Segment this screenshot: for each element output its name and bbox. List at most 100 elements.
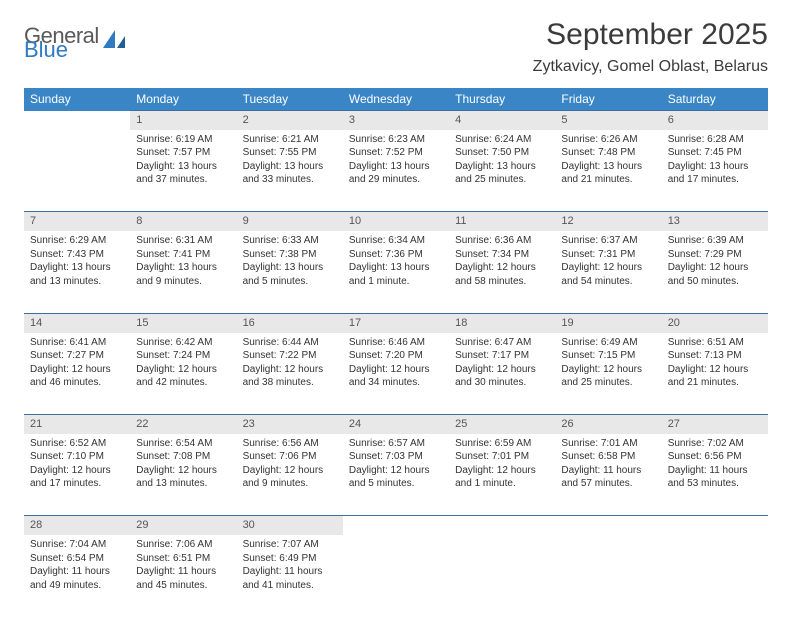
- sunset-text: Sunset: 7:01 PM: [455, 450, 549, 464]
- daylight-text: Daylight: 12 hours and 46 minutes.: [30, 363, 124, 390]
- sunrise-text: Sunrise: 6:49 AM: [561, 336, 655, 350]
- daylight-text: Daylight: 12 hours and 21 minutes.: [668, 363, 762, 390]
- day-cell: Sunrise: 6:34 AMSunset: 7:36 PMDaylight:…: [343, 231, 449, 313]
- day-number-cell: 28: [24, 516, 130, 535]
- day-body-row: Sunrise: 7:04 AMSunset: 6:54 PMDaylight:…: [24, 535, 768, 617]
- day-cell: Sunrise: 6:47 AMSunset: 7:17 PMDaylight:…: [449, 333, 555, 415]
- sunset-text: Sunset: 6:49 PM: [243, 552, 337, 566]
- sunrise-text: Sunrise: 6:29 AM: [30, 234, 124, 248]
- day-header-row: Sunday Monday Tuesday Wednesday Thursday…: [24, 88, 768, 111]
- sunrise-text: Sunrise: 6:36 AM: [455, 234, 549, 248]
- sunrise-text: Sunrise: 6:39 AM: [668, 234, 762, 248]
- day-cell: Sunrise: 6:28 AMSunset: 7:45 PMDaylight:…: [662, 130, 768, 212]
- sunset-text: Sunset: 7:10 PM: [30, 450, 124, 464]
- day-cell: Sunrise: 6:26 AMSunset: 7:48 PMDaylight:…: [555, 130, 661, 212]
- day-number-cell: 24: [343, 415, 449, 434]
- sunset-text: Sunset: 7:03 PM: [349, 450, 443, 464]
- day-header: Tuesday: [237, 88, 343, 111]
- day-header: Sunday: [24, 88, 130, 111]
- sunset-text: Sunset: 7:34 PM: [455, 248, 549, 262]
- daylight-text: Daylight: 13 hours and 21 minutes.: [561, 160, 655, 187]
- day-number-cell: 22: [130, 415, 236, 434]
- daylight-text: Daylight: 12 hours and 30 minutes.: [455, 363, 549, 390]
- daylight-text: Daylight: 11 hours and 57 minutes.: [561, 464, 655, 491]
- day-body-row: Sunrise: 6:41 AMSunset: 7:27 PMDaylight:…: [24, 333, 768, 415]
- day-body-row: Sunrise: 6:29 AMSunset: 7:43 PMDaylight:…: [24, 231, 768, 313]
- daylight-text: Daylight: 11 hours and 45 minutes.: [136, 565, 230, 592]
- sunset-text: Sunset: 7:57 PM: [136, 146, 230, 160]
- daylight-text: Daylight: 13 hours and 29 minutes.: [349, 160, 443, 187]
- daylight-text: Daylight: 12 hours and 54 minutes.: [561, 261, 655, 288]
- sunrise-text: Sunrise: 6:44 AM: [243, 336, 337, 350]
- day-number-row: 282930: [24, 516, 768, 535]
- sunset-text: Sunset: 7:36 PM: [349, 248, 443, 262]
- day-cell: Sunrise: 6:31 AMSunset: 7:41 PMDaylight:…: [130, 231, 236, 313]
- calendar-table: Sunday Monday Tuesday Wednesday Thursday…: [24, 88, 768, 617]
- daylight-text: Daylight: 12 hours and 13 minutes.: [136, 464, 230, 491]
- sunset-text: Sunset: 7:52 PM: [349, 146, 443, 160]
- sunset-text: Sunset: 6:51 PM: [136, 552, 230, 566]
- day-body-row: Sunrise: 6:19 AMSunset: 7:57 PMDaylight:…: [24, 130, 768, 212]
- sunrise-text: Sunrise: 7:01 AM: [561, 437, 655, 451]
- day-number-row: 14151617181920: [24, 313, 768, 332]
- day-cell: Sunrise: 7:01 AMSunset: 6:58 PMDaylight:…: [555, 434, 661, 516]
- sunrise-text: Sunrise: 6:28 AM: [668, 133, 762, 147]
- day-cell: Sunrise: 7:04 AMSunset: 6:54 PMDaylight:…: [24, 535, 130, 617]
- sunrise-text: Sunrise: 6:37 AM: [561, 234, 655, 248]
- day-number-cell: 2: [237, 111, 343, 130]
- day-number-cell: 9: [237, 212, 343, 231]
- header: General Blue September 2025 Zytkavicy, G…: [24, 18, 768, 76]
- day-number-cell: 3: [343, 111, 449, 130]
- daylight-text: Daylight: 12 hours and 34 minutes.: [349, 363, 443, 390]
- sunrise-text: Sunrise: 6:52 AM: [30, 437, 124, 451]
- sunrise-text: Sunrise: 6:42 AM: [136, 336, 230, 350]
- daylight-text: Daylight: 12 hours and 38 minutes.: [243, 363, 337, 390]
- sunset-text: Sunset: 7:50 PM: [455, 146, 549, 160]
- day-number-cell: 15: [130, 313, 236, 332]
- day-number-cell: 11: [449, 212, 555, 231]
- sunrise-text: Sunrise: 6:51 AM: [668, 336, 762, 350]
- daylight-text: Daylight: 12 hours and 17 minutes.: [30, 464, 124, 491]
- day-cell: Sunrise: 6:49 AMSunset: 7:15 PMDaylight:…: [555, 333, 661, 415]
- day-number-cell: 30: [237, 516, 343, 535]
- day-cell: Sunrise: 6:51 AMSunset: 7:13 PMDaylight:…: [662, 333, 768, 415]
- sunset-text: Sunset: 7:08 PM: [136, 450, 230, 464]
- day-number-cell: 4: [449, 111, 555, 130]
- day-number-row: 21222324252627: [24, 415, 768, 434]
- sunrise-text: Sunrise: 6:26 AM: [561, 133, 655, 147]
- sunrise-text: Sunrise: 6:41 AM: [30, 336, 124, 350]
- day-body-row: Sunrise: 6:52 AMSunset: 7:10 PMDaylight:…: [24, 434, 768, 516]
- day-number-cell: 14: [24, 313, 130, 332]
- day-cell: Sunrise: 6:57 AMSunset: 7:03 PMDaylight:…: [343, 434, 449, 516]
- sunrise-text: Sunrise: 6:21 AM: [243, 133, 337, 147]
- daylight-text: Daylight: 12 hours and 50 minutes.: [668, 261, 762, 288]
- sunset-text: Sunset: 7:22 PM: [243, 349, 337, 363]
- sunrise-text: Sunrise: 6:33 AM: [243, 234, 337, 248]
- brand-sail-icon: [101, 28, 127, 59]
- sunrise-text: Sunrise: 6:46 AM: [349, 336, 443, 350]
- sunset-text: Sunset: 7:38 PM: [243, 248, 337, 262]
- day-number-cell: 16: [237, 313, 343, 332]
- day-cell: Sunrise: 6:42 AMSunset: 7:24 PMDaylight:…: [130, 333, 236, 415]
- daylight-text: Daylight: 12 hours and 9 minutes.: [243, 464, 337, 491]
- sunrise-text: Sunrise: 7:07 AM: [243, 538, 337, 552]
- sunset-text: Sunset: 7:20 PM: [349, 349, 443, 363]
- sunset-text: Sunset: 7:13 PM: [668, 349, 762, 363]
- sunset-text: Sunset: 7:55 PM: [243, 146, 337, 160]
- sunset-text: Sunset: 7:41 PM: [136, 248, 230, 262]
- day-number-cell: 27: [662, 415, 768, 434]
- brand-logo: General Blue: [24, 26, 127, 60]
- sunrise-text: Sunrise: 6:59 AM: [455, 437, 549, 451]
- day-cell: Sunrise: 6:23 AMSunset: 7:52 PMDaylight:…: [343, 130, 449, 212]
- daylight-text: Daylight: 12 hours and 42 minutes.: [136, 363, 230, 390]
- day-cell: Sunrise: 6:21 AMSunset: 7:55 PMDaylight:…: [237, 130, 343, 212]
- day-cell: Sunrise: 6:52 AMSunset: 7:10 PMDaylight:…: [24, 434, 130, 516]
- daylight-text: Daylight: 13 hours and 5 minutes.: [243, 261, 337, 288]
- sunset-text: Sunset: 7:24 PM: [136, 349, 230, 363]
- day-cell: Sunrise: 6:29 AMSunset: 7:43 PMDaylight:…: [24, 231, 130, 313]
- day-cell: Sunrise: 7:07 AMSunset: 6:49 PMDaylight:…: [237, 535, 343, 617]
- sunset-text: Sunset: 7:15 PM: [561, 349, 655, 363]
- sunrise-text: Sunrise: 6:31 AM: [136, 234, 230, 248]
- sunset-text: Sunset: 7:17 PM: [455, 349, 549, 363]
- daylight-text: Daylight: 11 hours and 41 minutes.: [243, 565, 337, 592]
